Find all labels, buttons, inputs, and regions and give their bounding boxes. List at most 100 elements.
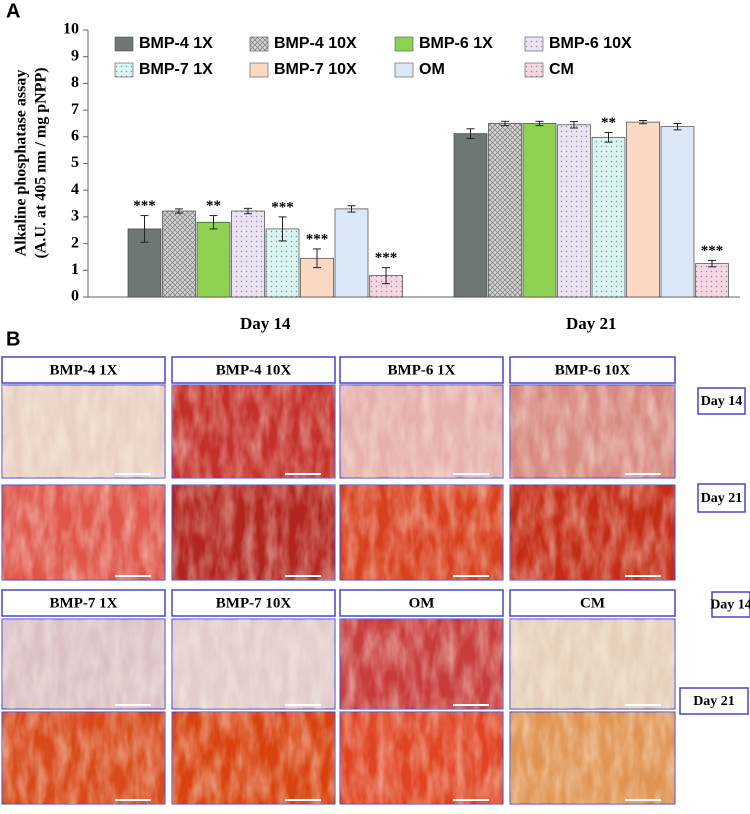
error-bar xyxy=(639,120,647,125)
y-tick-label: 4 xyxy=(71,181,79,198)
image-label: CM xyxy=(580,595,605,611)
micrograph-texture xyxy=(172,619,335,709)
micrograph-texture xyxy=(2,619,165,709)
y-tick-label: 10 xyxy=(63,21,79,38)
error-bar xyxy=(313,248,321,269)
bar xyxy=(231,210,265,298)
micrograph-texture xyxy=(340,485,503,580)
day-box xyxy=(697,483,746,513)
image-label: BMP-6 1X xyxy=(388,362,456,378)
label-box xyxy=(1,356,166,384)
label-box xyxy=(171,589,336,617)
error-bar xyxy=(604,132,613,143)
y-tick-label: 3 xyxy=(71,208,79,225)
significance: *** xyxy=(306,231,329,247)
label-box xyxy=(171,356,336,384)
day-box xyxy=(697,387,746,415)
bar xyxy=(488,123,522,298)
error-bar xyxy=(209,215,218,230)
image-label: BMP-7 1X xyxy=(50,595,118,611)
error-bar xyxy=(708,259,716,268)
error-bar xyxy=(501,120,509,127)
legend-label: BMP-7 1X xyxy=(139,61,213,78)
y-tick-label: 7 xyxy=(71,101,79,118)
legend-swatch xyxy=(524,62,544,78)
image-label: BMP-7 10X xyxy=(216,595,292,611)
panel-label: A xyxy=(6,0,20,22)
legend-label: OM xyxy=(419,61,445,78)
error-bar xyxy=(535,120,544,127)
bar xyxy=(660,126,695,298)
significance: *** xyxy=(375,250,398,266)
y-tick-label: 0 xyxy=(71,288,79,305)
panel-label: B xyxy=(6,328,20,350)
error-bar xyxy=(570,121,578,129)
micrograph-texture xyxy=(172,712,335,804)
bar xyxy=(196,221,231,298)
y-tick-label: 9 xyxy=(71,47,79,64)
legend-swatch xyxy=(394,36,414,52)
image-label: OM xyxy=(409,595,435,611)
bar xyxy=(522,123,557,298)
bar xyxy=(626,121,660,298)
error-bar xyxy=(347,205,356,213)
y-axis-label: Alkaline phosphatase assay xyxy=(13,70,30,257)
label-box xyxy=(339,356,504,384)
error-bar xyxy=(673,122,682,131)
y-tick-label: 8 xyxy=(71,74,79,91)
legend-label: BMP-4 10X xyxy=(274,35,357,52)
label-box xyxy=(339,589,504,617)
bar xyxy=(557,124,591,298)
legend-swatch xyxy=(249,62,269,78)
micrograph-texture xyxy=(340,385,503,478)
legend-swatch xyxy=(114,62,134,78)
legend-swatch xyxy=(524,36,544,52)
y-axis-label: (A.U. at 405 nm / mg pNPP) xyxy=(33,67,50,258)
error-bar xyxy=(140,215,149,243)
y-tick-label: 1 xyxy=(71,261,79,278)
micrograph-texture xyxy=(2,712,165,804)
bar xyxy=(591,136,626,298)
x-tick-label: Day 14 xyxy=(240,314,291,333)
micrograph-texture xyxy=(172,485,335,580)
y-tick-label: 6 xyxy=(71,127,79,144)
micrograph-texture xyxy=(2,385,165,478)
micrograph-texture xyxy=(510,385,675,478)
image-label: BMP-4 1X xyxy=(50,362,118,378)
day-label: Day 21 xyxy=(701,491,743,506)
y-tick-label: 2 xyxy=(71,234,79,251)
significance: ** xyxy=(206,198,221,214)
legend-label: BMP-6 10X xyxy=(549,35,632,52)
micrograph-texture xyxy=(172,385,335,478)
day-box xyxy=(679,687,749,715)
legend-label: BMP-6 1X xyxy=(419,35,493,52)
bar xyxy=(334,208,369,298)
x-tick-label: Day 21 xyxy=(566,314,617,333)
legend-swatch xyxy=(114,36,134,52)
y-tick-label: 5 xyxy=(71,154,79,171)
legend-swatch xyxy=(394,62,414,78)
micrograph-texture xyxy=(510,619,675,709)
legend-label: BMP-7 10X xyxy=(274,61,357,78)
significance: *** xyxy=(701,243,724,259)
image-label: BMP-4 10X xyxy=(216,362,292,378)
significance: ** xyxy=(601,115,616,131)
error-bar xyxy=(278,216,287,242)
error-bar xyxy=(382,267,390,285)
micrograph-texture xyxy=(510,485,675,580)
legend-label: BMP-4 1X xyxy=(139,35,213,52)
error-bar xyxy=(175,208,183,214)
significance: *** xyxy=(271,199,294,215)
legend-swatch xyxy=(249,36,269,52)
bar xyxy=(453,133,488,298)
day-label: Day 14 xyxy=(701,394,743,409)
label-box xyxy=(509,356,676,384)
error-bar xyxy=(244,207,252,215)
significance: *** xyxy=(133,198,156,214)
error-bar xyxy=(466,128,475,139)
bar xyxy=(162,210,196,298)
micrograph-texture xyxy=(2,485,165,580)
micrograph-texture xyxy=(510,712,675,804)
label-box xyxy=(1,589,166,617)
